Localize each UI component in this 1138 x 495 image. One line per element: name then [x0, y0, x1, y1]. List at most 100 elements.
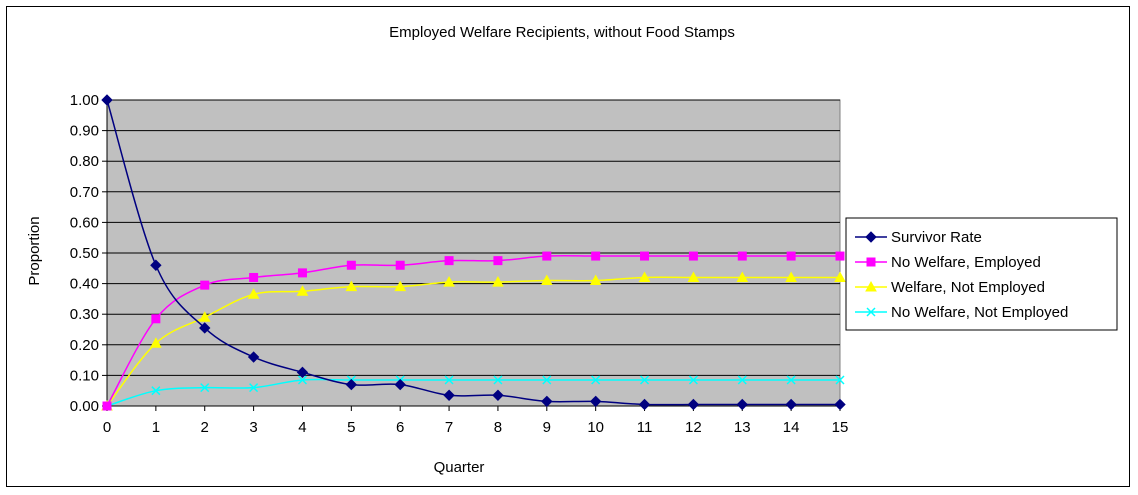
data-point: [297, 268, 307, 278]
y-tick-label: 0.60: [70, 214, 99, 231]
legend-label: Welfare, Not Employed: [891, 279, 1045, 296]
data-point: [297, 375, 307, 385]
legend-entry: No Welfare, Employed: [855, 254, 1041, 271]
data-point: [151, 314, 161, 324]
data-point: [395, 260, 405, 270]
data-point: [638, 398, 651, 411]
series-line-no-welfare-not-employed: [106, 378, 840, 407]
x-tick-label: 5: [347, 419, 355, 436]
legend-marker: [865, 280, 877, 292]
data-point: [101, 94, 113, 106]
data-point: [688, 375, 698, 385]
x-tick-label: 8: [494, 419, 502, 436]
y-tick-label: 1.00: [70, 92, 99, 109]
series-welfare-not-employed: [101, 271, 846, 411]
data-point: [198, 311, 211, 322]
data-point: [589, 395, 602, 408]
data-point: [102, 401, 112, 411]
data-point: [296, 285, 309, 296]
data-point: [394, 280, 407, 292]
x-tick-label: 0: [103, 419, 111, 436]
data-point: [150, 259, 162, 271]
data-point: [296, 366, 309, 379]
data-point: [835, 251, 845, 261]
data-point: [591, 375, 601, 385]
y-tick-label: 0.00: [70, 398, 99, 415]
chart-frame: Employed Welfare Recipients, without Foo…: [6, 6, 1130, 487]
data-point: [638, 271, 651, 282]
data-point: [492, 276, 504, 287]
data-point: [200, 383, 210, 393]
data-point: [345, 378, 358, 391]
chart-title: Employed Welfare Recipients, without Foo…: [389, 24, 735, 41]
data-point: [542, 251, 552, 261]
legend-entry: No Welfare, Not Employed: [855, 304, 1068, 321]
data-point: [541, 395, 553, 408]
x-tick-label: 6: [396, 419, 404, 436]
data-point: [591, 251, 601, 261]
legend: Survivor Rate No Welfare, Employed Welfare…: [845, 217, 1118, 331]
data-point: [589, 274, 602, 286]
data-point: [640, 375, 650, 385]
data-point: [687, 271, 700, 282]
data-point: [345, 280, 358, 292]
x-axis-label: Quarter: [434, 459, 485, 476]
data-point: [249, 272, 259, 282]
data-point: [346, 260, 356, 270]
x-tick-label: 14: [783, 419, 800, 436]
data-point: [247, 288, 260, 299]
y-tick-label: 0.90: [70, 123, 99, 140]
x-tick-label: 1: [152, 419, 160, 436]
data-point: [493, 375, 503, 385]
series-line-no-welfare-employed: [106, 254, 840, 407]
legend-label: No Welfare, Employed: [891, 254, 1041, 271]
data-point: [493, 256, 503, 266]
data-point: [443, 389, 455, 401]
data-point: [785, 271, 797, 282]
data-point: [736, 271, 749, 282]
data-point: [151, 386, 161, 396]
series-no-welfare-employed: [102, 251, 845, 411]
line-chart: Employed Welfare Recipients, without Foo…: [26, 24, 1118, 476]
y-tick-label: 0.10: [70, 367, 99, 384]
x-tick-label: 15: [832, 419, 849, 436]
data-point: [688, 251, 698, 261]
x-tick-label: 9: [543, 419, 551, 436]
x-tick-label: 2: [201, 419, 209, 436]
data-point: [200, 280, 210, 290]
data-point: [443, 276, 455, 287]
data-point: [737, 375, 747, 385]
legend-entry: Welfare, Not Employed: [855, 279, 1045, 296]
legend-box: [845, 217, 1118, 331]
series-survivor-rate: [101, 94, 846, 411]
x-tick-label: 3: [249, 419, 257, 436]
y-tick-label: 0.20: [70, 337, 99, 354]
data-point: [150, 337, 162, 348]
x-tick-label: 12: [685, 419, 702, 436]
y-tick-label: 0.50: [70, 245, 99, 262]
legend-marker: [866, 307, 876, 317]
data-point: [540, 274, 553, 286]
data-point: [640, 251, 650, 261]
x-tick-label: 10: [587, 419, 604, 436]
legend-marker: [865, 231, 877, 243]
data-point: [737, 251, 747, 261]
data-point: [834, 398, 846, 411]
x-tick-label: 11: [637, 419, 653, 436]
data-point: [394, 378, 406, 391]
data-point: [687, 398, 700, 411]
legend-entry: Survivor Rate: [855, 229, 982, 246]
series-line-welfare-not-employed: [106, 276, 840, 407]
x-tick-label: 7: [445, 419, 453, 436]
data-point: [834, 271, 846, 282]
data-point: [492, 389, 504, 401]
data-point: [444, 256, 454, 266]
y-tick-label: 0.80: [70, 153, 99, 170]
y-tick-label: 0.30: [70, 306, 99, 323]
x-tick-label: 13: [734, 419, 751, 436]
data-point: [199, 322, 211, 334]
data-point: [785, 398, 797, 411]
legend-label: No Welfare, Not Employed: [891, 304, 1068, 321]
data-point: [736, 398, 748, 411]
data-point: [249, 383, 259, 393]
